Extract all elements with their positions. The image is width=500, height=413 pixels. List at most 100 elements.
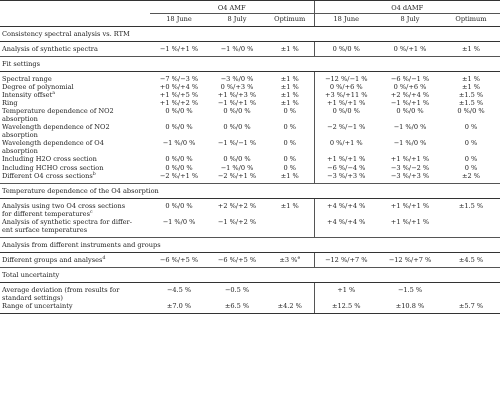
row-label: Ring: [0, 99, 150, 107]
header-col-damf-18june: 18 June: [313, 13, 378, 28]
row-label: Analysis using two O4 cross sections for …: [0, 198, 150, 218]
cell-amf-18june: −1 %/0 %: [162, 217, 196, 226]
header-col-amf-18june: 18 June: [150, 13, 208, 28]
cell-amf-optimum: 0 %: [283, 123, 297, 132]
table-row: Different groups and analysesd −6 %/+5 % −…: [0, 252, 500, 268]
cell-damf-optimum: ±2 %: [461, 171, 481, 180]
row-label-text: Intensity offset: [2, 91, 53, 100]
row-label: Analysis of synthetic spectra: [0, 42, 150, 57]
cell-amf-optimum: [266, 218, 314, 238]
row-label-text: Different groups and analyses: [2, 255, 103, 264]
row-label: Intensity offseta: [0, 91, 150, 99]
table-row: Including H2O cross section 0 %/0 % 0 %/0 …: [0, 155, 500, 164]
cell-amf-8july: −1 %/+1 %: [217, 99, 257, 108]
row-label-continuation: absorption: [2, 147, 38, 156]
cell-damf-8july: 0 %/+1 %: [393, 45, 427, 54]
row-label-text: Temperature dependence of NO2: [2, 107, 114, 116]
cell-amf-optimum: ±4.2 %: [266, 301, 314, 314]
section-header-row: Temperature dependence of the O4 absorpt…: [0, 182, 500, 199]
row-label-text: Ring: [2, 99, 18, 108]
row-label-text: Different O4 cross sections: [2, 171, 93, 180]
table-row: Including HCHO cross section 0 %/0 % −1 %/…: [0, 163, 500, 172]
row-label: Wavelength dependence of NO2 absorption: [0, 123, 150, 139]
cell-amf-optimum: 0 %: [283, 163, 297, 172]
cell-amf-optimum: ±1 %: [280, 45, 299, 54]
cell-damf-18june: −3 %/+3 %: [313, 171, 378, 184]
header-group-amf-text: O4 AMF: [217, 4, 246, 12]
cell-damf-optimum: [442, 282, 500, 302]
table-row: Analysis using two O4 cross sections for …: [0, 198, 500, 218]
cell-amf-optimum: [266, 282, 314, 302]
cell-damf-optimum: 0 %/0 %: [457, 107, 485, 116]
row-label-text: Spectral range: [2, 75, 52, 84]
cell-amf-optimum: ±1 %: [280, 91, 299, 100]
cell-amf-18june: −7 %/−3 %: [159, 75, 199, 84]
header-col-damf-8july: 8 July: [378, 13, 442, 28]
cell-amf-8july: −6 %/+5 %: [217, 255, 257, 264]
table-row: Spectral range −7 %/−3 % −3 %/0 % ±1 % −12 %…: [0, 71, 500, 84]
row-label-text: Wavelength dependence of NO2: [2, 123, 110, 132]
table-row: Wavelength dependence of NO2 absorption 0 …: [0, 123, 500, 140]
cell-damf-8july: 0 %/0 %: [396, 107, 424, 116]
section-title: Total uncertainty: [0, 266, 500, 283]
cell-damf-18june: −12 %/+7 %: [313, 252, 378, 268]
cell-damf-18june: +4 %/+4 %: [313, 217, 378, 238]
cell-damf-18june: +4 %/+4 %: [313, 198, 378, 218]
cell-amf-18june: 0 %/0 %: [165, 123, 193, 132]
row-label: Degree of polynomial: [0, 83, 150, 91]
table-row: Analysis of synthetic spectra for differ…: [0, 217, 500, 238]
row-label-continuation: for different temperatures: [2, 209, 90, 218]
cell-amf-optimum: ±1 %: [280, 99, 299, 108]
table-row: Wavelength dependence of O4 absorption −1 …: [0, 139, 500, 156]
cell-damf-18june: 0 %/0 %: [313, 41, 378, 57]
cell-damf-optimum: ±1.5 %: [458, 201, 484, 210]
cell-amf-8july: −3 %/0 %: [220, 75, 254, 84]
footnote-marker: e: [297, 255, 301, 261]
cell-amf-18june: −6 %/+5 %: [159, 255, 199, 264]
header-group-damf-text: O4 dAMF: [391, 4, 424, 12]
table-row: Average deviation (from results for stand…: [0, 282, 500, 302]
table-row: Temperature dependence of NO2 absorption 0…: [0, 107, 500, 124]
cell-damf-18june: ±12.5 %: [313, 301, 378, 314]
footnote-marker: a: [52, 91, 55, 97]
row-label-text: Wavelength dependence of O4: [2, 139, 104, 148]
cell-damf-optimum: [442, 218, 500, 238]
cell-amf-18june: +1 %/+5 %: [159, 91, 199, 100]
cell-amf-8july: ±6.5 %: [208, 301, 266, 314]
cell-damf-18june: 0 %/0 %: [313, 107, 378, 124]
cell-damf-8july: ±10.8 %: [378, 301, 442, 314]
cell-damf-8july: −12 %/+7 %: [388, 255, 432, 264]
cell-amf-8july: −0.5 %: [224, 285, 250, 294]
footnote-marker: d: [102, 255, 106, 261]
table-row: Range of uncertainty ±7.0 % ±6.5 % ±4.2 % ±1…: [0, 301, 500, 314]
cell-damf-optimum: ±5.7 %: [442, 301, 500, 314]
cell-damf-18june: 0 %/+6 %: [313, 83, 378, 92]
cell-amf-18june: 0 %/0 %: [165, 201, 193, 210]
cell-amf-8july: +1 %/+3 %: [217, 91, 257, 100]
cell-damf-optimum: ±1 %: [461, 83, 481, 92]
cell-amf-8july: 0 %/0 %: [223, 123, 251, 132]
cell-damf-optimum: ±1 %: [461, 45, 481, 54]
cell-damf-18june: +3 %/+11 %: [313, 91, 378, 100]
cell-damf-optimum: ±4.5 %: [458, 255, 484, 264]
cell-damf-18june: +1 %: [313, 282, 378, 302]
cell-damf-18june: −6 %/−4 %: [313, 163, 378, 172]
row-label: Wavelength dependence of O4 absorption: [0, 139, 150, 155]
row-label: Average deviation (from results for stand…: [0, 282, 150, 302]
cell-damf-8july: −3 %/−2 %: [390, 163, 430, 172]
cell-amf-optimum: 0 %: [283, 139, 297, 148]
cell-amf-18june: −2 %/+1 %: [159, 171, 199, 180]
cell-amf-18june: 0 %/0 %: [165, 155, 193, 164]
row-label-text: Including H2O cross section: [2, 155, 97, 164]
section-title: Consistency spectral analysis vs. RTM: [0, 26, 500, 43]
section-title: Temperature dependence of the O4 absorpt…: [0, 182, 500, 199]
row-label: Different O4 cross sectionsb: [0, 172, 150, 184]
cell-damf-optimum: ±1 %: [461, 75, 481, 84]
table-row: Different O4 cross sectionsb −2 %/+1 % −2 …: [0, 171, 500, 184]
row-label: Range of uncertainty: [0, 301, 150, 314]
cell-amf-8july: −1 %/−1 %: [217, 139, 257, 148]
header-blank: [0, 0, 150, 14]
cell-damf-18june: 0 %/+1 %: [313, 139, 378, 156]
cell-damf-8july: −3 %/+3 %: [390, 171, 430, 180]
